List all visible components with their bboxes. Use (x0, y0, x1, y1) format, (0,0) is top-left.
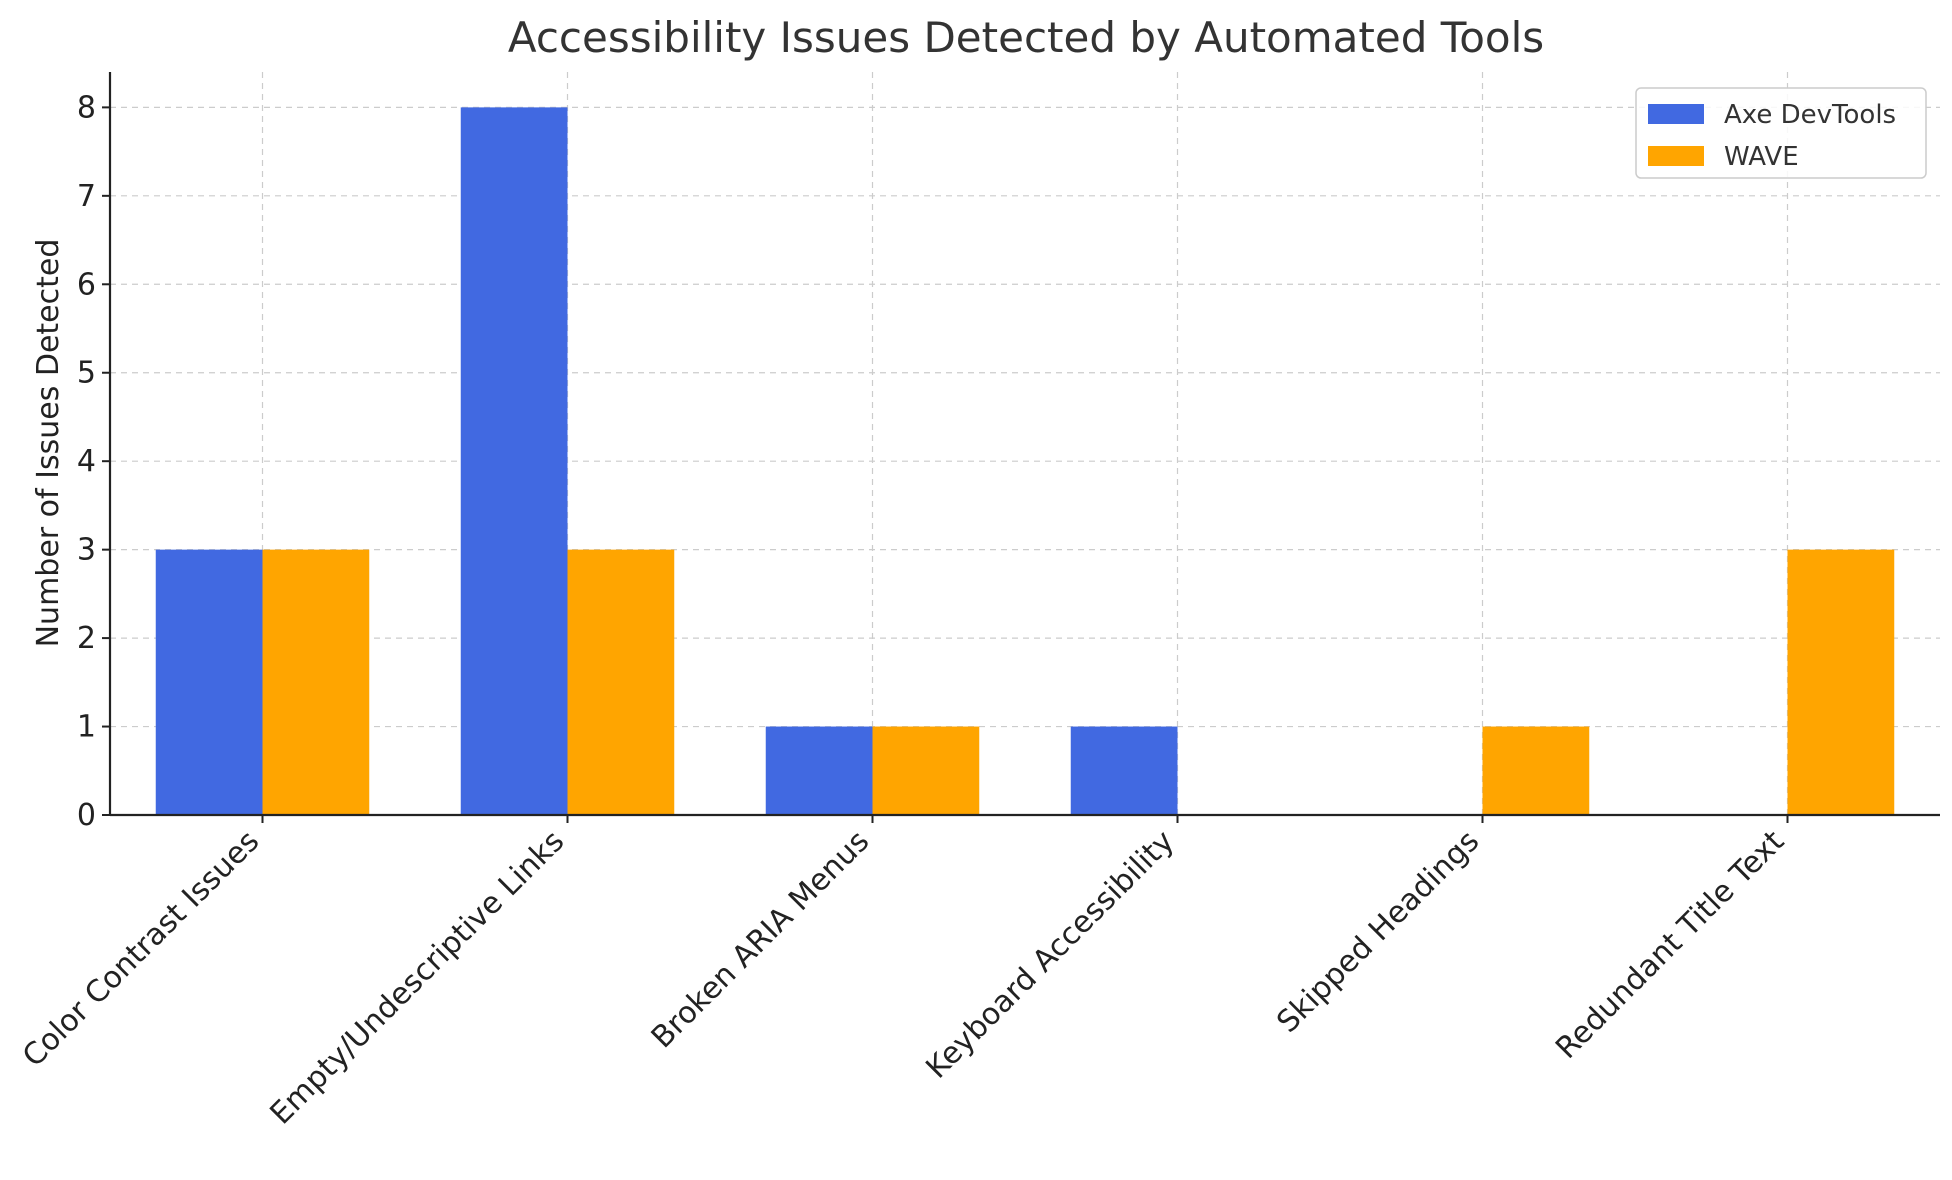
y-axis-label: Number of Issues Detected (31, 239, 66, 648)
y-ticks: 0 1 2 3 4 5 6 7 8 (77, 90, 110, 833)
y-tick-label: 8 (77, 90, 96, 125)
y-tick-label: 4 (77, 444, 96, 479)
y-tick-label: 0 (77, 798, 96, 833)
x-tick-label: Skipped Headings (1270, 824, 1486, 1040)
x-tick-label: Redundant Title Text (1549, 824, 1791, 1066)
y-tick-label: 7 (77, 179, 96, 214)
legend-label: Axe DevTools (1724, 100, 1896, 130)
x-tick-label: Color Contrast Issues (16, 824, 266, 1074)
legend-box (1635, 87, 1927, 179)
x-tick-label: Broken ARIA Menus (645, 824, 876, 1055)
legend-label: WAVE (1724, 142, 1799, 172)
chart-title: Accessibility Issues Detected by Automat… (508, 13, 1544, 62)
legend-swatch (1648, 104, 1704, 124)
bar-axe-devtools-3 (1070, 726, 1178, 815)
y-tick-label: 6 (77, 267, 96, 302)
axes (108, 72, 1940, 817)
bar-wave-5 (1787, 549, 1895, 815)
bar-wave-2 (872, 726, 980, 815)
x-tick-label: Keyboard Accessibility (919, 824, 1181, 1086)
bar-wave-0 (262, 549, 370, 815)
grid-lines (110, 72, 1940, 816)
y-tick-label: 1 (77, 710, 96, 745)
bar-axe-devtools-0 (155, 549, 263, 815)
bars (155, 107, 1895, 815)
bar-wave-4 (1482, 726, 1590, 815)
bar-axe-devtools-1 (460, 107, 568, 815)
legend: Axe DevTools WAVE (1635, 87, 1927, 179)
y-tick-label: 3 (77, 533, 96, 568)
legend-swatch (1648, 146, 1704, 166)
bar-axe-devtools-2 (765, 726, 873, 815)
y-tick-label: 2 (77, 621, 96, 656)
x-tick-label: Empty/Undescriptive Links (264, 824, 572, 1132)
bar-wave-1 (567, 549, 675, 815)
y-tick-label: 5 (77, 356, 96, 391)
x-ticks: Color Contrast IssuesEmpty/Undescriptive… (16, 815, 1791, 1132)
